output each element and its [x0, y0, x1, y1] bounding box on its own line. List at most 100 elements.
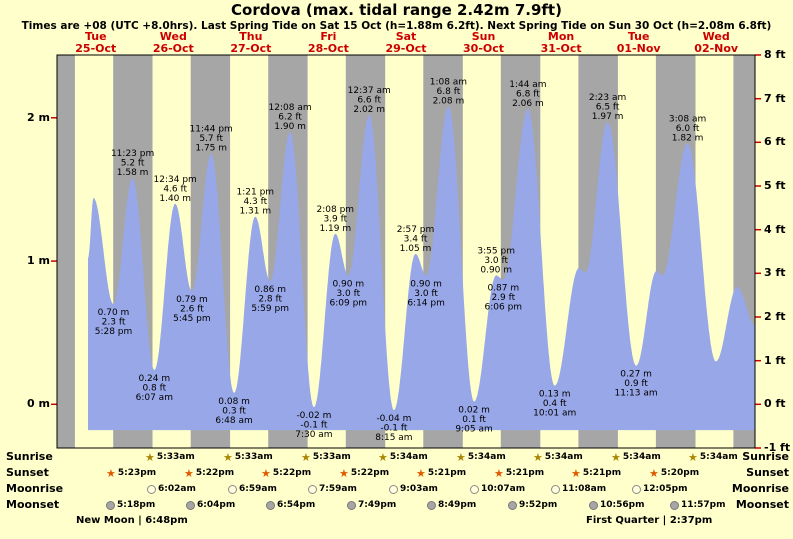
high-tide-label: 11:44 pm	[190, 125, 233, 135]
sunset-entry: ★ 5:20pm	[649, 466, 699, 480]
sunset-time: 5:22pm	[350, 468, 390, 478]
sunset-time: 5:20pm	[660, 468, 700, 478]
low-tide-label: -0.1 ft	[300, 421, 327, 431]
high-tide-label: 12:37 am	[348, 86, 391, 96]
high-tide-label: 6.2 ft	[278, 113, 302, 123]
sunrise-star-icon: ★	[223, 450, 233, 464]
moonset-time: 6:54pm	[277, 500, 316, 510]
night-band	[57, 55, 75, 448]
sunrise-time: 5:33am	[234, 452, 273, 462]
day-label: Tue 01-Nov	[600, 31, 678, 54]
moonset-moon-icon	[186, 500, 195, 510]
sunset-time: 5:21pm	[505, 468, 545, 478]
moonrise-time: 12:05pm	[643, 484, 688, 494]
low-tide-label: 0.13 m	[539, 390, 571, 400]
moonset-entry: 6:54pm	[266, 498, 315, 512]
low-tide-label: 11:13 am	[615, 389, 658, 399]
low-tide-label: 5:28 pm	[95, 327, 133, 337]
y-axis-label-feet: 1 ft	[764, 353, 786, 367]
day-weekday: Wed	[702, 30, 730, 43]
high-tide-label: 5.2 ft	[121, 159, 145, 169]
moonrise-moon-icon	[228, 484, 237, 494]
moonrise-row-label: Moonrise	[6, 482, 64, 495]
low-tide-label: 0.79 m	[176, 295, 208, 305]
day-label: Thu 27-Oct	[212, 31, 290, 54]
high-tide-label: 0.90 m	[480, 265, 512, 275]
day-weekday: Sat	[395, 30, 417, 43]
low-tide-label: 2.6 ft	[180, 305, 204, 315]
moonrise-time: 7:59am	[319, 484, 357, 494]
moonset-time: 8:49pm	[438, 500, 477, 510]
low-tide-label: 0.9 ft	[624, 379, 648, 389]
low-tide-label: 6:09 pm	[330, 298, 368, 308]
moonset-time: 11:57pm	[681, 500, 726, 510]
day-date: 28-Oct	[307, 41, 349, 55]
sunrise-star-icon: ★	[456, 450, 466, 464]
sunrise-time: 5:33am	[312, 452, 351, 462]
high-tide-label: 2.08 m	[433, 96, 465, 106]
high-tide-label: 6.8 ft	[437, 87, 461, 97]
sunrise-entry: ★ 5:34am	[456, 450, 506, 464]
high-tide-label: 1.31 m	[239, 207, 271, 217]
sunset-row-label: Sunset	[6, 466, 49, 479]
high-tide-label: 3.0 ft	[484, 256, 508, 266]
y-axis-label-meters: 0 m	[27, 397, 50, 411]
sunrise-star-icon: ★	[688, 450, 698, 464]
day-label: Fri 28-Oct	[290, 31, 368, 54]
sunset-star-icon: ★	[261, 466, 271, 480]
moonset-row-label: Moonset	[6, 498, 60, 511]
high-tide-label: 6.0 ft	[676, 124, 700, 134]
low-tide-label: 0.8 ft	[142, 384, 166, 394]
moonrise-moon-icon	[147, 484, 156, 494]
y-axis-label-feet: 7 ft	[764, 91, 786, 105]
sunrise-entry: ★ 5:34am	[378, 450, 428, 464]
moonrise-moon-icon	[470, 484, 479, 494]
high-tide-label: 1:08 am	[430, 77, 467, 87]
moonrise-time: 6:02am	[158, 484, 196, 494]
day-weekday: Thu	[239, 30, 263, 43]
high-tide-label: 6.6 ft	[357, 95, 381, 105]
low-tide-label: 6:07 am	[136, 393, 173, 403]
moonset-entry: 8:49pm	[427, 498, 476, 512]
low-tide-label: 0.90 m	[410, 279, 442, 289]
high-tide-label: 3.9 ft	[323, 214, 347, 224]
low-tide-label: 5:59 pm	[251, 304, 289, 314]
low-tide-label: 3.0 ft	[414, 289, 438, 299]
sunset-star-icon: ★	[106, 466, 116, 480]
low-tide-label: 0.86 m	[254, 285, 286, 295]
low-tide-label: 6:06 pm	[485, 303, 523, 313]
sunrise-row-label: Sunrise	[6, 450, 53, 463]
sunrise-time: 5:34am	[622, 452, 661, 462]
high-tide-label: 6.5 ft	[596, 103, 620, 113]
moonset-entry: 6:04pm	[186, 498, 235, 512]
sunset-entry: ★ 5:21pm	[571, 466, 621, 480]
low-tide-label: 6:48 am	[215, 416, 252, 426]
day-weekday: Wed	[159, 30, 187, 43]
sunrise-time: 5:34am	[544, 452, 583, 462]
high-tide-label: 11:23 pm	[111, 149, 154, 159]
day-label: Sun 30-Oct	[445, 31, 523, 54]
low-tide-label: 0.87 m	[487, 284, 519, 294]
sunrise-time: 5:34am	[467, 452, 506, 462]
high-tide-label: 2:08 pm	[317, 205, 355, 215]
moonrise-entry: 11:08am	[551, 482, 606, 496]
y-axis-label-meters: 1 m	[27, 254, 50, 268]
sunset-time: 5:21pm	[582, 468, 622, 478]
day-date: 31-Oct	[540, 41, 582, 55]
y-axis-label-feet: 3 ft	[764, 266, 786, 280]
y-axis-label-feet: 6 ft	[764, 135, 786, 149]
moonrise-entry: 6:59am	[228, 482, 277, 496]
high-tide-label: 5.7 ft	[199, 134, 223, 144]
moonrise-entry: 10:07am	[470, 482, 525, 496]
sunset-star-icon: ★	[649, 466, 659, 480]
low-tide-label: 5:45 pm	[173, 314, 211, 324]
low-tide-label: 2.9 ft	[491, 293, 515, 303]
moonset-time: 9:52pm	[519, 500, 558, 510]
sunrise-star-icon: ★	[301, 450, 311, 464]
high-tide-label: 3:08 am	[669, 115, 706, 125]
moonset-moon-icon	[427, 500, 436, 510]
high-tide-label: 1.82 m	[672, 134, 704, 144]
high-tide-label: 3:55 pm	[477, 246, 515, 256]
sunrise-time: 5:34am	[389, 452, 428, 462]
